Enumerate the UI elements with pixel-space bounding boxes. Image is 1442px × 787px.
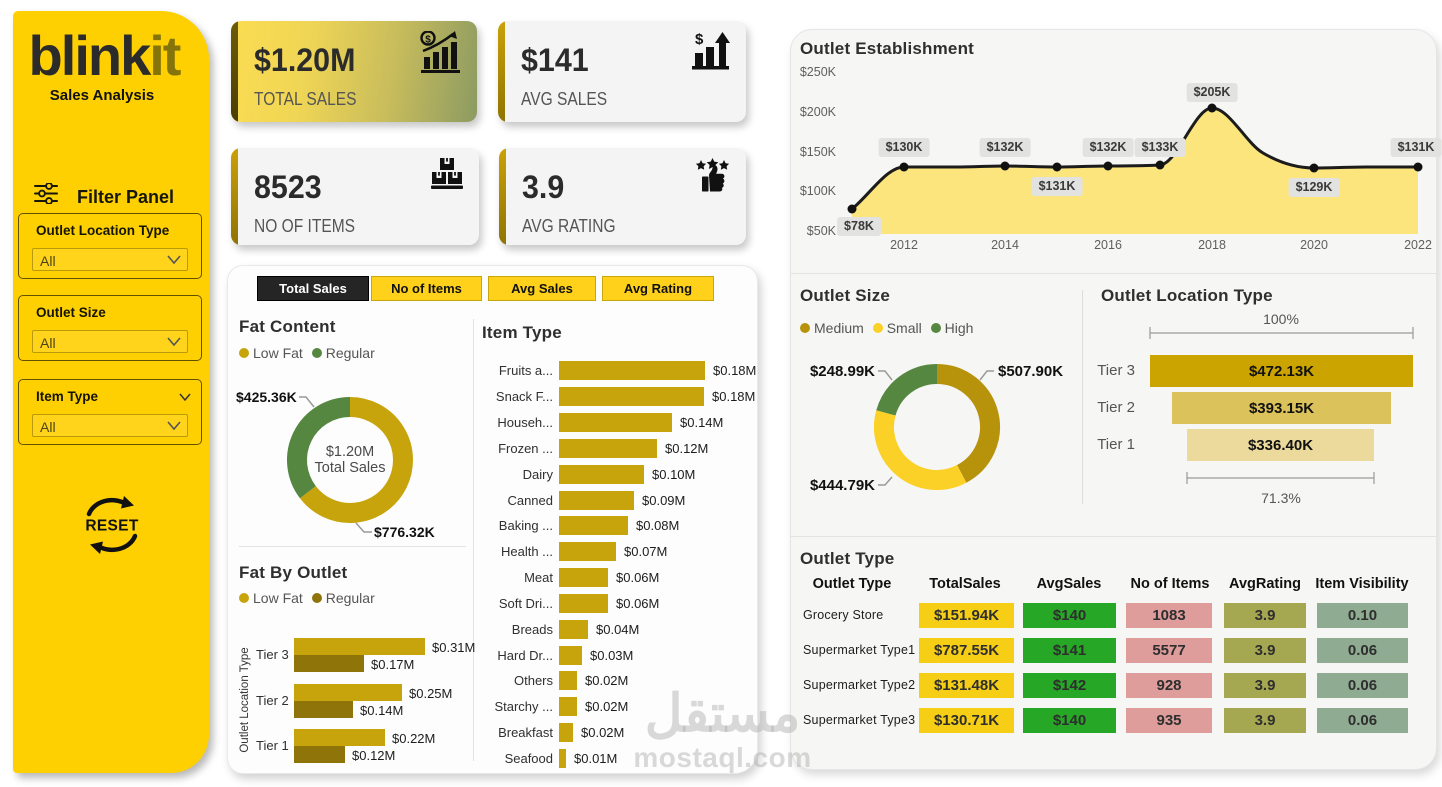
svg-text:RESET: RESET	[85, 518, 138, 535]
svg-text:$: $	[695, 31, 704, 48]
svg-text:$: $	[425, 35, 431, 46]
